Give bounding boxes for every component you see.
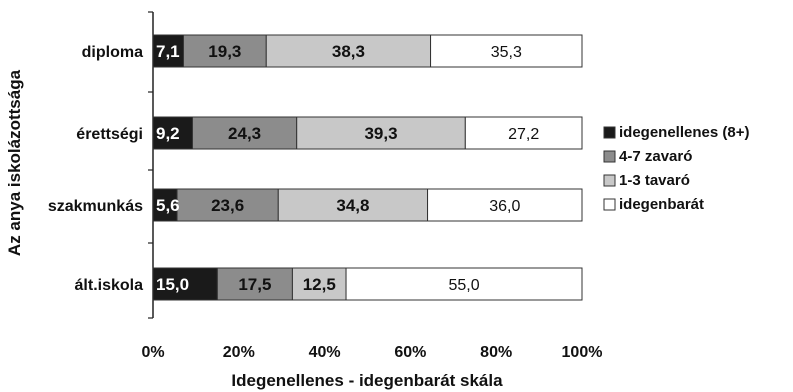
legend-entry: idegenellenes (8+) (619, 124, 749, 141)
category-label: szakmunkás (48, 198, 143, 215)
x-tick-label: 100% (562, 344, 603, 361)
legend-entry: 1-3 tavaró (619, 172, 690, 189)
category-label: diploma (82, 44, 143, 61)
bar-segment (464, 116, 583, 150)
x-tick-label: 40% (309, 344, 341, 361)
data-label: 38,3 (332, 42, 365, 61)
x-tick-label: 80% (480, 344, 512, 361)
data-label: 12,5 (303, 275, 336, 294)
bar-segment (430, 34, 583, 68)
x-tick-label: 0% (141, 344, 164, 361)
x-tick-label: 60% (394, 344, 426, 361)
bar-segment (152, 116, 193, 150)
bar-segment (265, 34, 432, 68)
legend-entry: idegenbarát (619, 196, 704, 213)
legend-swatch (603, 174, 616, 187)
data-label: 34,8 (336, 196, 369, 215)
data-label: 7,1 (156, 42, 180, 61)
bar-segment (277, 188, 429, 222)
data-label: 55,0 (448, 277, 479, 294)
data-label: 39,3 (364, 124, 397, 143)
chart-axes: 0% 20% 40% 60% 80% 100% (141, 11, 603, 361)
chart-bars (152, 34, 583, 301)
data-label: 23,6 (211, 196, 244, 215)
legend-entry: 4-7 zavaró (619, 148, 692, 165)
bar-segment (345, 267, 583, 301)
x-tick-label: 20% (223, 344, 255, 361)
category-label: ált.iskola (75, 277, 144, 294)
x-axis-title: Idegenellenes - idegenbarát skála (231, 371, 503, 390)
data-label: 5,6 (156, 196, 180, 215)
data-label: 36,0 (489, 198, 520, 215)
y-axis-title: Az anya iskolázottsága (5, 69, 24, 256)
legend-swatch (603, 126, 616, 139)
bar-segment (296, 116, 466, 150)
bar-segment (291, 267, 347, 301)
data-label: 24,3 (228, 124, 261, 143)
chart-legend: idegenellenes (8+) 4-7 zavaró 1-3 tavaró id… (603, 124, 749, 213)
bar-segment (152, 34, 184, 68)
chart-labels: diploma 7,1 19,3 38,3 35,3 érettségi 9,2 24,3 39… (48, 42, 539, 294)
bar-segment (176, 188, 279, 222)
data-label: 27,2 (508, 126, 539, 143)
bar-segment (152, 267, 218, 301)
data-label: 19,3 (208, 42, 241, 61)
bar-segment (152, 188, 178, 222)
legend-swatch (603, 198, 616, 211)
data-label: 9,2 (156, 124, 180, 143)
data-label: 17,5 (238, 275, 271, 294)
data-label: 35,3 (491, 44, 522, 61)
data-label: 15,0 (156, 275, 189, 294)
category-label: érettségi (76, 126, 143, 143)
bar-segment (427, 188, 583, 222)
legend-swatch (603, 150, 616, 163)
bar-segment (191, 116, 298, 150)
bar-segment (182, 34, 267, 68)
bar-segment (216, 267, 293, 301)
